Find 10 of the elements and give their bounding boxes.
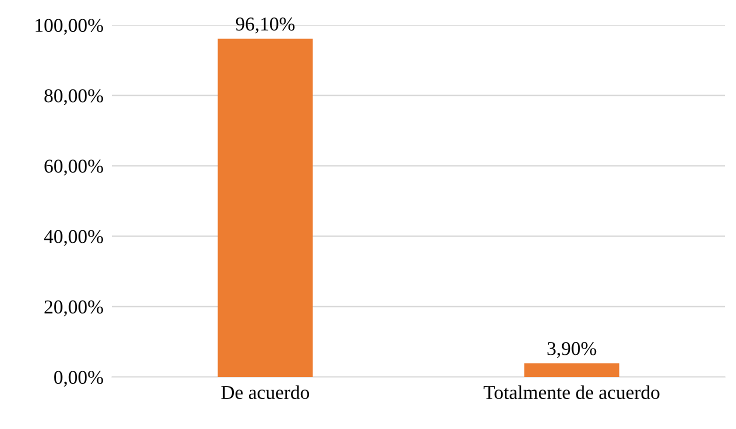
y-tick-label: 0,00%	[54, 370, 104, 387]
data-label: 3,90%	[548, 342, 596, 358]
x-tick-label: De acuerdo	[221, 385, 310, 400]
y-tick-label: 60,00%	[44, 160, 104, 176]
data-label: 96,10%	[236, 17, 295, 34]
y-tick-label: 40,00%	[44, 230, 104, 246]
y-tick-label: 80,00%	[44, 89, 104, 106]
y-tick-label: 20,00%	[44, 300, 104, 316]
y-tick-label: 100,00%	[36, 18, 104, 35]
x-tick-label: Totalmente de acuerdo	[484, 385, 660, 400]
